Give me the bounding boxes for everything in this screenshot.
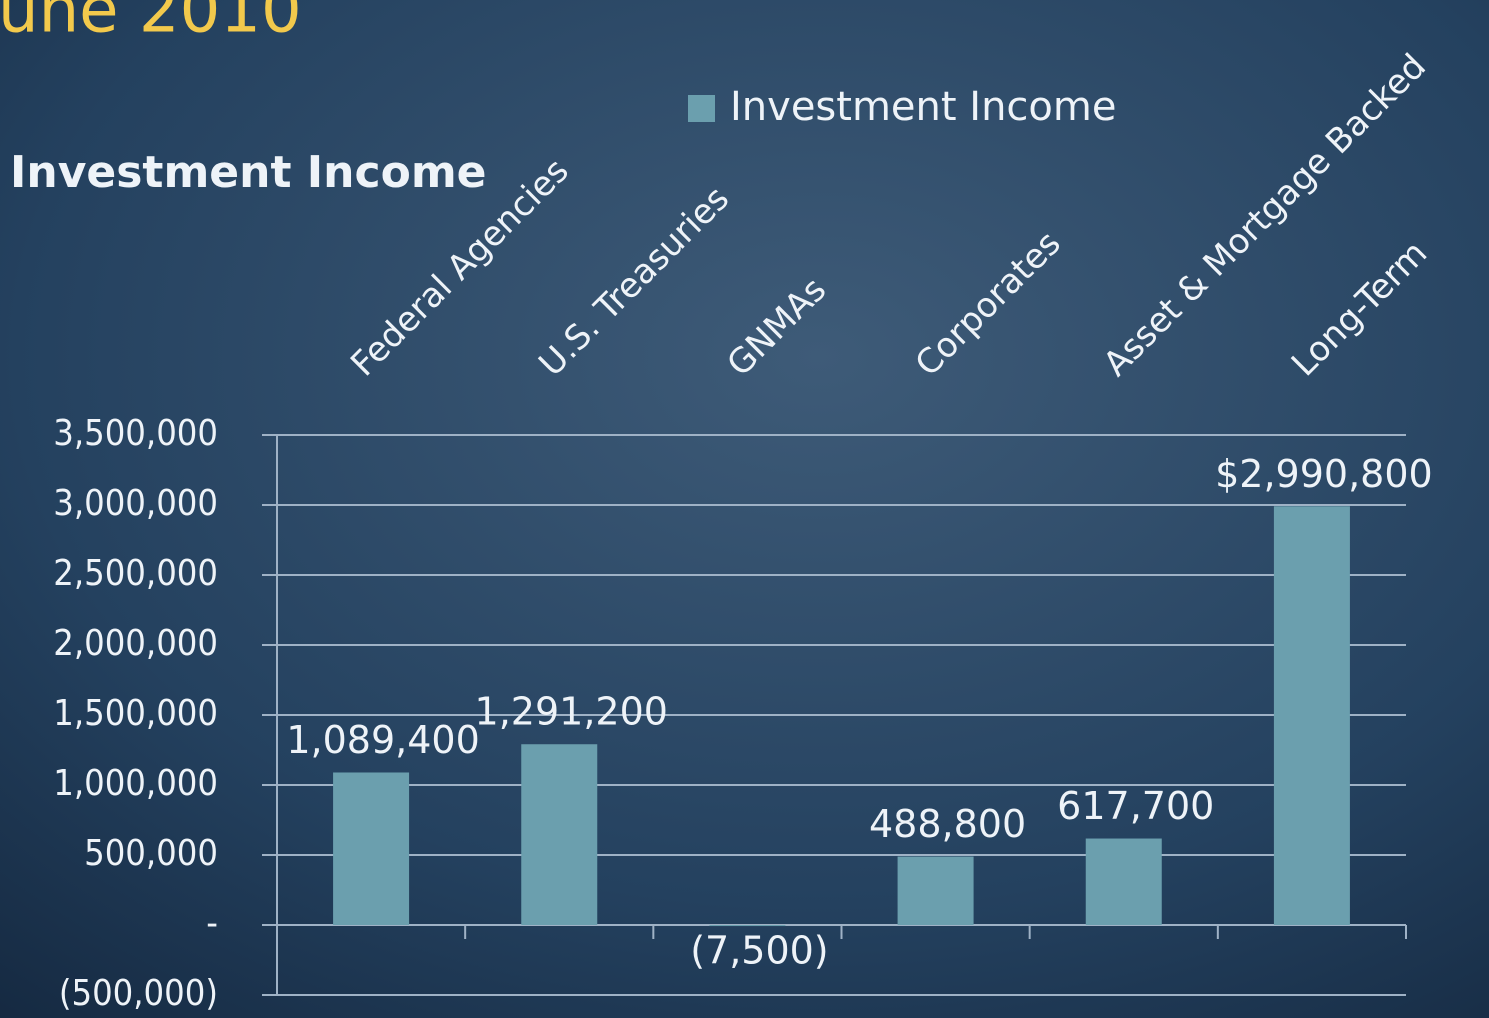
bar	[709, 925, 786, 927]
value-label: 1,291,200	[475, 690, 668, 734]
value-label: 617,700	[1057, 784, 1214, 828]
y-tick-label: (500,000)	[59, 973, 218, 1014]
y-tick-label: 3,500,000	[53, 413, 218, 454]
value-label: (7,500)	[690, 929, 828, 973]
value-label: $2,990,800	[1215, 452, 1433, 496]
legend-label: Investment Income	[730, 84, 1116, 130]
bar	[1085, 838, 1162, 925]
y-tick-label: 2,000,000	[53, 623, 218, 664]
y-tick-label: 3,000,000	[53, 483, 218, 524]
bar	[1273, 506, 1350, 925]
legend-swatch	[688, 95, 715, 122]
bar	[897, 856, 974, 925]
y-tick-label: 1,500,000	[53, 693, 218, 734]
value-label: 1,089,400	[286, 718, 479, 762]
y-tick-label: 500,000	[84, 833, 218, 874]
y-tick-label: 1,000,000	[53, 763, 218, 804]
y-tick-label: 2,500,000	[53, 553, 218, 594]
slide-title: une 2010	[0, 0, 302, 48]
y-tick-label: -	[206, 903, 218, 944]
value-label: 488,800	[869, 802, 1026, 846]
chart-title: Investment Income	[10, 147, 487, 198]
bar	[521, 744, 598, 925]
bar	[333, 772, 410, 925]
